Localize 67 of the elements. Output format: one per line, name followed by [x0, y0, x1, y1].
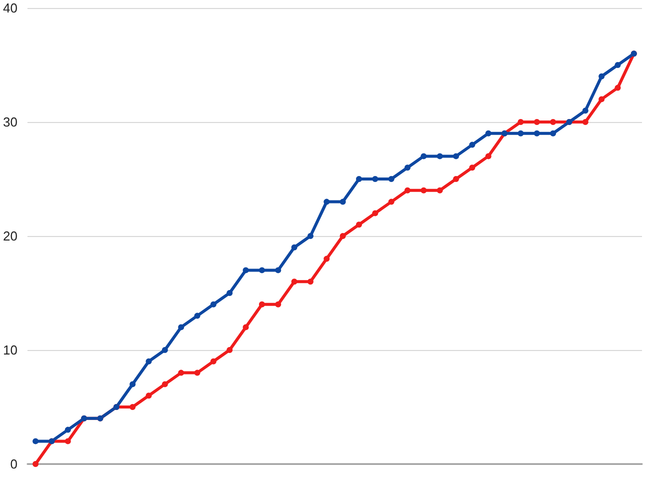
point — [324, 198, 330, 205]
point — [453, 153, 460, 160]
point — [534, 130, 540, 136]
point — [356, 222, 362, 228]
point — [242, 267, 249, 274]
y-tick-label: 30 — [2, 114, 18, 130]
point — [598, 73, 605, 80]
point — [518, 119, 524, 125]
point — [469, 142, 476, 148]
point — [162, 347, 168, 353]
point — [178, 370, 184, 376]
point — [64, 426, 71, 433]
point — [64, 438, 71, 444]
y-tick-label: 10 — [2, 342, 18, 358]
y-tick-label: 40 — [2, 0, 18, 16]
point — [404, 187, 411, 194]
point — [242, 324, 249, 330]
point — [194, 370, 200, 376]
point — [388, 198, 394, 205]
point — [550, 130, 556, 136]
point — [469, 164, 476, 171]
point — [420, 187, 427, 194]
point — [372, 176, 378, 182]
point — [258, 301, 265, 308]
point — [534, 119, 540, 125]
point — [582, 119, 588, 125]
point — [210, 358, 216, 364]
point — [614, 84, 621, 91]
point — [388, 176, 394, 182]
point — [485, 153, 492, 160]
point — [130, 404, 136, 410]
point — [436, 187, 443, 194]
point — [258, 267, 265, 274]
point — [32, 438, 39, 444]
point — [404, 164, 411, 171]
point — [275, 267, 282, 274]
point — [275, 301, 282, 308]
y-tick-label: 0 — [10, 456, 18, 472]
point — [210, 301, 216, 308]
point — [356, 176, 362, 182]
point — [32, 461, 39, 467]
point — [550, 119, 556, 125]
point — [307, 233, 314, 239]
point — [582, 108, 588, 114]
point — [485, 130, 492, 136]
point — [420, 153, 427, 160]
point — [291, 244, 298, 250]
point — [226, 290, 233, 296]
point — [614, 62, 621, 68]
point — [307, 278, 314, 285]
point — [146, 358, 152, 364]
point — [372, 210, 378, 216]
point — [518, 130, 524, 136]
point — [598, 96, 605, 102]
point — [162, 381, 168, 388]
point — [324, 256, 330, 262]
point — [291, 278, 298, 285]
point — [130, 381, 136, 388]
point — [453, 176, 460, 182]
point — [340, 233, 346, 239]
point — [226, 347, 233, 353]
y-tick-label: 20 — [2, 228, 18, 244]
point — [436, 153, 443, 160]
point — [340, 198, 346, 205]
point — [146, 392, 152, 399]
point — [178, 324, 184, 330]
point — [194, 312, 200, 319]
